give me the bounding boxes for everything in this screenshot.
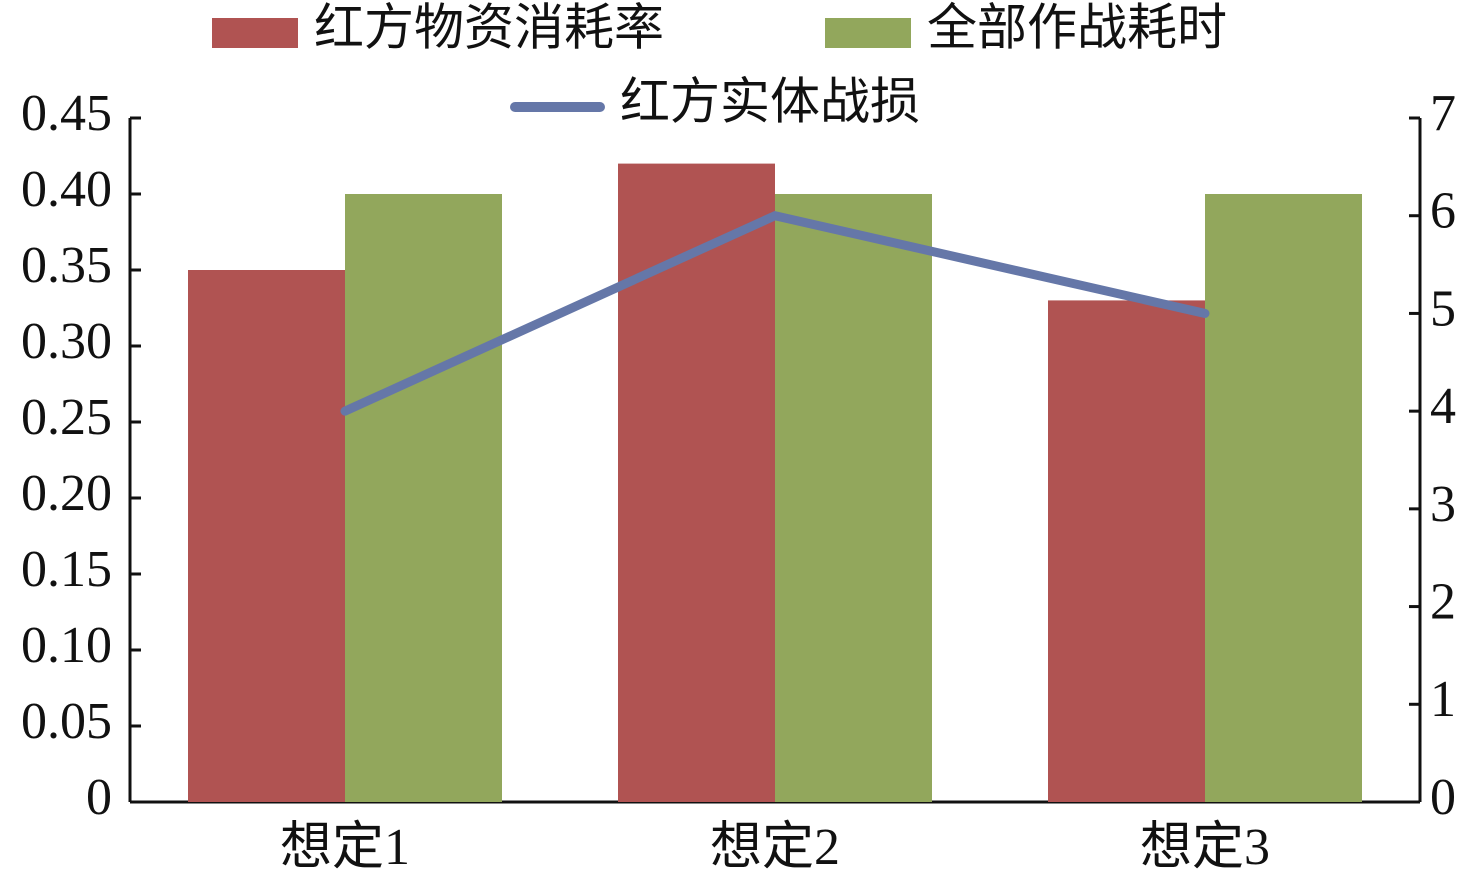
x-tick-label: 想定2 — [710, 819, 840, 876]
y-tick-label: 0.05 — [21, 693, 112, 750]
legend-label: 红方实体战损 — [620, 73, 920, 129]
legend-label: 全部作战耗时 — [927, 0, 1227, 55]
y2-tick-label: 0 — [1430, 769, 1456, 826]
bar — [1205, 194, 1362, 802]
y2-tick-label: 2 — [1430, 574, 1456, 631]
y2-tick-label: 7 — [1430, 85, 1456, 142]
y-tick-label: 0.15 — [21, 541, 112, 598]
y2-tick-label: 1 — [1430, 671, 1456, 728]
bar — [1048, 300, 1205, 802]
y-tick-label: 0.25 — [21, 389, 112, 446]
bar — [345, 194, 502, 802]
y-tick-label: 0.40 — [21, 161, 112, 218]
bar — [775, 194, 932, 802]
x-tick-label: 想定1 — [280, 819, 410, 876]
y-tick-label: 0.35 — [21, 237, 112, 294]
x-tick-label: 想定3 — [1140, 819, 1270, 876]
y-tick-label: 0.30 — [21, 313, 112, 370]
y2-tick-label: 5 — [1430, 280, 1456, 337]
y-tick-label: 0.45 — [21, 85, 112, 142]
y-tick-label: 0.10 — [21, 617, 112, 674]
legend-label: 红方物资消耗率 — [314, 0, 664, 55]
y-tick-label: 0.20 — [21, 465, 112, 522]
line — [340, 210, 1210, 416]
y2-tick-label: 6 — [1430, 183, 1456, 240]
legend-swatch — [825, 18, 911, 48]
bar — [188, 270, 345, 802]
legend-swatch — [212, 18, 298, 48]
bar — [618, 163, 775, 803]
y-tick-label: 0 — [86, 769, 112, 826]
y2-tick-label: 3 — [1430, 476, 1456, 533]
y2-tick-label: 4 — [1430, 378, 1456, 435]
